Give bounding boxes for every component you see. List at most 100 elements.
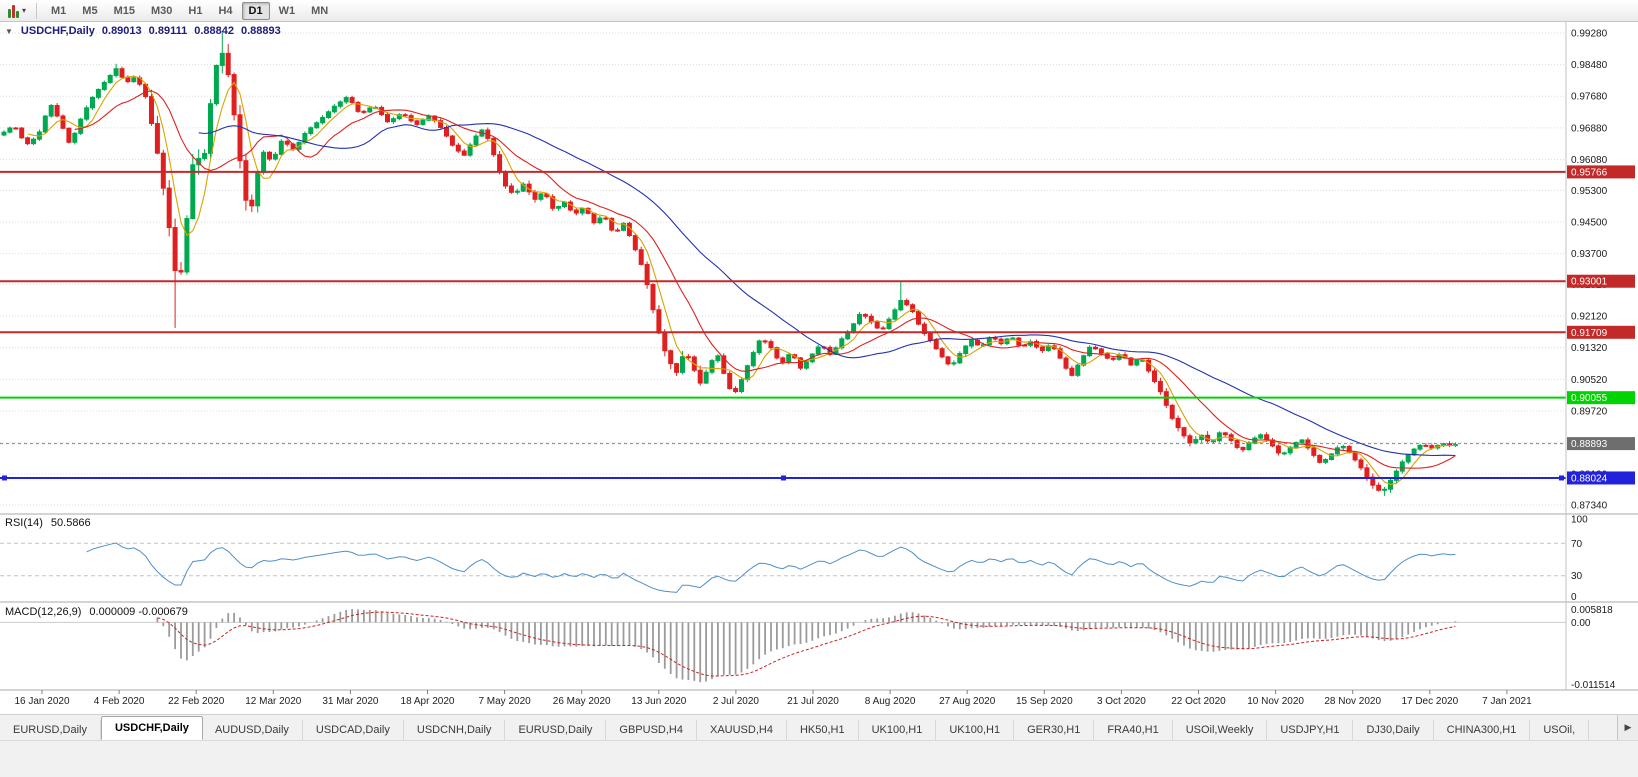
candle-body-up [621, 222, 626, 231]
candle-body-down [1128, 357, 1134, 366]
timeframe-button-h4[interactable]: H4 [218, 4, 233, 17]
macd-axis-label: -0.011514 [1571, 680, 1616, 691]
timeframe-button-m30[interactable]: M30 [150, 4, 173, 17]
chart-tab-usoil-weekly[interactable]: USOil,Weekly [1173, 720, 1268, 740]
chart-tab-dj30-daily[interactable]: DJ30,Daily [1353, 720, 1434, 740]
candle-body-down [927, 333, 933, 342]
hline-handle[interactable] [781, 475, 786, 481]
candle-body-up [1193, 439, 1199, 444]
candle-body-up [839, 338, 845, 349]
candle-body-up [1216, 432, 1222, 442]
candle-body-down [939, 348, 945, 358]
candle-body-up [1329, 453, 1334, 461]
candle-body-up [951, 362, 957, 365]
date-axis-label: 28 Nov 2020 [1324, 696, 1381, 707]
candle-body-down [1039, 346, 1045, 352]
macd-panel: 0.005818 0.00 -0.011514 [0, 605, 1616, 691]
chart-tab-audusd-daily[interactable]: AUDUSD,Daily [202, 720, 303, 740]
candle-body-up [107, 74, 113, 83]
chart-tab-usoil[interactable]: USOil, [1530, 720, 1590, 740]
hline-resistance-badge-label: 0.95766 [1571, 167, 1608, 178]
chart-tab-xauusd-h4[interactable]: XAUUSD,H4 [697, 720, 787, 740]
hline-handle[interactable] [2, 475, 7, 481]
candle-body-up [331, 105, 337, 113]
timeframe-button-mn[interactable]: MN [311, 4, 329, 17]
candle-body-up [101, 81, 107, 90]
chart-tab-gbpusd-h4[interactable]: GBPUSD,H4 [606, 720, 697, 740]
date-axis-label: 8 Aug 2020 [865, 696, 916, 707]
chart-tab-usdcnh-daily[interactable]: USDCNH,Daily [404, 720, 506, 740]
timeframe-button-m1[interactable]: M1 [51, 4, 67, 17]
chart-tab-hk50-h1[interactable]: HK50,H1 [787, 720, 859, 740]
ohlc-close: 0.88893 [240, 25, 281, 37]
ohlc-low: 0.88842 [194, 25, 234, 37]
date-axis-label: 16 Jan 2020 [14, 696, 69, 707]
dropdown-arrow-icon: ▾ [22, 5, 27, 15]
candle-body-down [945, 356, 951, 365]
candle-body-up [756, 340, 762, 354]
hline-handle[interactable] [1559, 475, 1564, 481]
chart-type-control[interactable]: ▾ [4, 2, 30, 20]
chart-tab-eurusd-daily[interactable]: EURUSD,Daily [0, 720, 101, 740]
candle-body-down [1152, 370, 1157, 382]
candle-body-down [1317, 454, 1323, 463]
candle-body-down [685, 356, 691, 359]
candle-body-down [1275, 445, 1281, 454]
candle-body-up [1087, 346, 1093, 357]
candle-body-down [1429, 445, 1435, 449]
candle-body-up [255, 172, 261, 207]
candle-body-up [715, 355, 721, 362]
chart-tab-uk100-h1[interactable]: UK100,H1 [859, 720, 937, 740]
tab-scroll-right-button[interactable]: ▶ [1617, 715, 1638, 740]
timeframe-button-w1[interactable]: W1 [278, 4, 296, 17]
candle-body-down [1364, 467, 1370, 478]
date-axis-label: 2 Jul 2020 [713, 696, 760, 707]
candle-body-down [1093, 346, 1098, 350]
chart-tab-usdcad-daily[interactable]: USDCAD,Daily [303, 720, 404, 740]
candle-body-down [768, 341, 774, 349]
collapse-chart-icon[interactable]: ▼ [5, 26, 13, 36]
candle-body-up [1081, 355, 1087, 366]
chart-tab-uk100-h1[interactable]: UK100,H1 [936, 720, 1015, 740]
status-bar-area [0, 740, 1638, 777]
macd-values: 0.000009 -0.000679 [89, 606, 188, 618]
chart-tab-ger30-h1[interactable]: GER30,H1 [1014, 720, 1095, 740]
candle-body-up [750, 352, 756, 367]
candle-body-down [1376, 484, 1382, 491]
candle-body-up [1393, 470, 1399, 481]
timeframe-button-m5[interactable]: M5 [82, 4, 98, 17]
candle-body-down [656, 309, 662, 334]
current-price-badge [1567, 437, 1635, 451]
timeframe-button-h1[interactable]: H1 [188, 4, 203, 17]
ma-mid-red-line [74, 90, 1456, 469]
candle-body-down [721, 355, 727, 374]
macd-signal-line [157, 611, 1456, 677]
chart-tab-china300-h1[interactable]: CHINA300,H1 [1434, 720, 1531, 740]
chart-tab-usdjpy-h1[interactable]: USDJPY,H1 [1267, 720, 1354, 740]
hline-support-badge [1567, 391, 1635, 405]
chart-tab-eurusd-daily[interactable]: EURUSD,Daily [505, 720, 607, 740]
candle-body-down [727, 372, 733, 390]
candle-body-down [54, 104, 60, 117]
candle-body-down [249, 199, 255, 207]
candle-body-down [178, 270, 184, 273]
price-axis-label: 0.90520 [1571, 375, 1608, 386]
chart-tab-usdchf-daily[interactable]: USDCHF,Daily [100, 716, 203, 740]
candle-body-down [491, 137, 497, 156]
timeframe-button-d1[interactable]: D1 [241, 1, 270, 20]
candle-body-up [851, 323, 857, 333]
toolbar-separator [36, 2, 38, 19]
candle-body-up [1258, 434, 1264, 439]
chart-canvas[interactable]: 0.99280 0.98480 0.97680 0.96880 0.96080 0.953… [0, 22, 1638, 714]
candlesticks [1, 33, 1458, 496]
candle-body-up [308, 127, 314, 134]
candle-body-down [615, 229, 621, 232]
candle-body-up [520, 183, 526, 192]
candle-body-down [1187, 435, 1193, 444]
candle-body-up [1293, 441, 1299, 448]
chart-tab-fra40-h1[interactable]: FRA40,H1 [1094, 720, 1173, 740]
candle-body-down [355, 101, 361, 112]
candle-body-down [1146, 359, 1152, 372]
rsi-axis-label: 70 [1571, 539, 1583, 550]
timeframe-button-m15[interactable]: M15 [113, 4, 135, 17]
